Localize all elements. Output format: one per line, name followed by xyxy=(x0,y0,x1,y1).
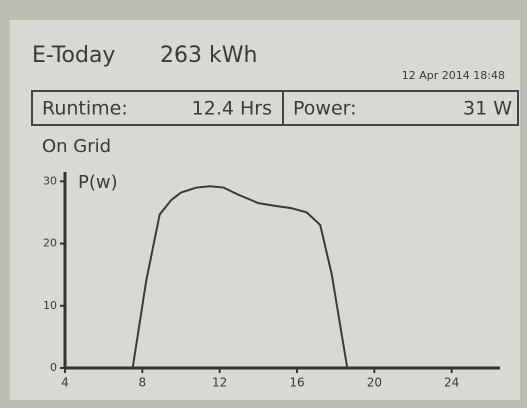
y-tick-label: 10 xyxy=(43,299,57,312)
datetime: 12 Apr 2014 18:48 xyxy=(402,69,505,82)
power-label: Power: xyxy=(293,98,357,120)
runtime-label: Runtime: xyxy=(42,98,128,120)
power-value: 31 W xyxy=(463,98,512,120)
grid-state: On Grid xyxy=(42,136,111,157)
x-tick-label: 20 xyxy=(367,376,382,390)
x-tick-label: 16 xyxy=(289,376,304,390)
y-tick-label: 20 xyxy=(43,237,57,250)
runtime-value: 12.4 Hrs xyxy=(192,98,272,120)
y-tick-label: 30 xyxy=(43,174,57,187)
y-axis-label: P(w) xyxy=(78,172,118,193)
lcd-screen: E-Today 263 kWh 12 Apr 2014 18:48 Runtim… xyxy=(0,0,527,408)
page: E-Today 263 kWh 12 Apr 2014 18:48 Runtim… xyxy=(0,0,527,408)
e-today-label: E-Today xyxy=(32,43,115,68)
x-tick-label: 12 xyxy=(212,376,227,390)
x-tick-label: 4 xyxy=(61,376,69,390)
x-tick-label: 8 xyxy=(139,376,147,390)
y-tick-label: 0 xyxy=(50,361,57,374)
e-today-value: 263 kWh xyxy=(160,43,257,68)
x-tick-label: 24 xyxy=(444,376,459,390)
